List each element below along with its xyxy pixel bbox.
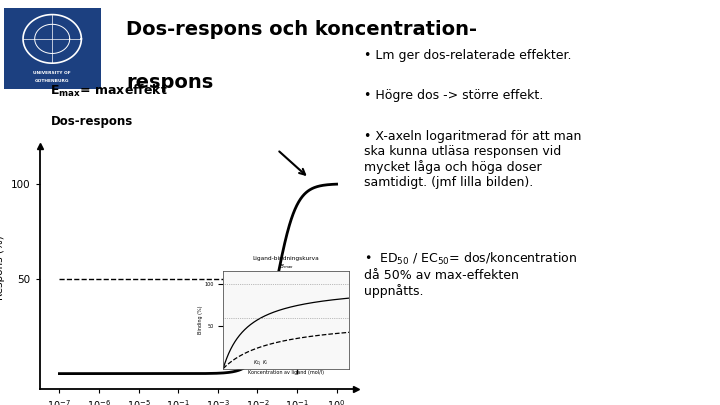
Text: GOTHENBURG: GOTHENBURG [35, 79, 69, 83]
Text: • Lm ger dos-relaterade effekter.: • Lm ger dos-relaterade effekter. [364, 49, 571, 62]
Text: $\mathbf{E_{max}}$= maxeffekt: $\mathbf{E_{max}}$= maxeffekt [50, 83, 168, 99]
Text: $K_D$, $K_i$: $K_D$, $K_i$ [253, 358, 269, 367]
Y-axis label: Respons (%): Respons (%) [0, 235, 5, 300]
Text: Dos-respons: Dos-respons [50, 115, 132, 128]
Text: UNIVERSITY OF: UNIVERSITY OF [33, 71, 71, 75]
Text: • Högre dos -> större effekt.: • Högre dos -> större effekt. [364, 89, 543, 102]
Text: • X-axeln logaritmerad för att man
ska kunna utläsa responsen vid
mycket låga oc: • X-axeln logaritmerad för att man ska k… [364, 130, 581, 189]
Text: respons: respons [126, 73, 213, 92]
Y-axis label: Binding (%): Binding (%) [198, 306, 203, 334]
Text: Dos-respons och koncentration-: Dos-respons och koncentration- [126, 20, 477, 39]
Text: •  ED$_{50}$ / EC$_{50}$= dos/koncentration
då 50% av max-effekten
uppnåtts.: • ED$_{50}$ / EC$_{50}$= dos/koncentrati… [364, 251, 577, 298]
X-axis label: Koncentration av ligand (mol/l): Koncentration av ligand (mol/l) [248, 370, 324, 375]
Title: Ligand-bindningskurva
$B_{max}$: Ligand-bindningskurva $B_{max}$ [253, 256, 320, 271]
